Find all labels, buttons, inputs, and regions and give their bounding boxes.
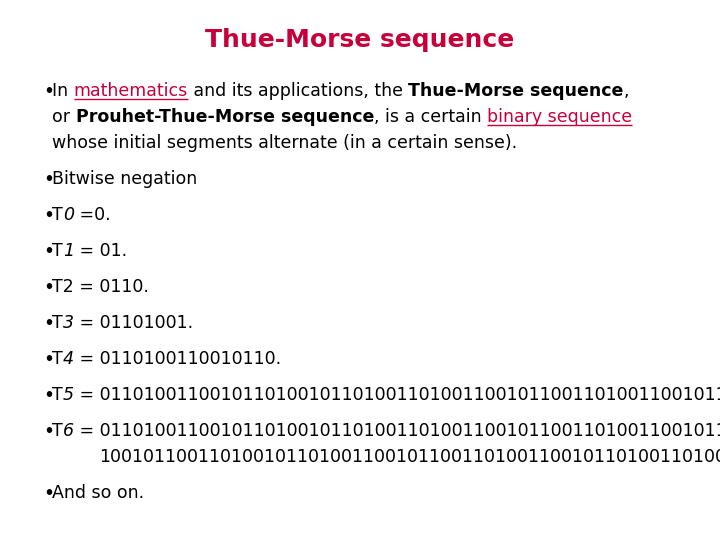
Text: And so on.: And so on. <box>52 484 144 502</box>
Text: •: • <box>43 484 54 503</box>
Text: whose initial segments alternate (in a certain sense).: whose initial segments alternate (in a c… <box>52 134 517 152</box>
Text: 4: 4 <box>63 350 73 368</box>
Text: •: • <box>43 242 54 261</box>
Text: , is a certain: , is a certain <box>374 108 487 126</box>
Text: Thue-Morse sequence: Thue-Morse sequence <box>408 82 624 100</box>
Text: = 0110100110010110.: = 0110100110010110. <box>73 350 281 368</box>
Text: Bitwise negation: Bitwise negation <box>52 170 197 188</box>
Text: = 01101001.: = 01101001. <box>73 314 193 332</box>
Text: or: or <box>52 108 76 126</box>
Text: = 0110100110010110100101101001101001100101100110100110010110: = 01101001100101101001011010011010011001… <box>73 422 720 440</box>
Text: mathematics: mathematics <box>73 82 188 100</box>
Text: = 01.: = 01. <box>73 242 127 260</box>
Text: •: • <box>43 422 54 441</box>
Text: 0: 0 <box>63 206 73 224</box>
Text: •: • <box>43 386 54 405</box>
Text: = 0110100110010110100101101001101001100101100110100110010110.: = 01101001100101101001011010011010011001… <box>73 386 720 404</box>
Text: T: T <box>52 314 63 332</box>
Text: Thue-Morse sequence: Thue-Morse sequence <box>205 28 515 52</box>
Text: 10010110011010010110100110010110011010011001011010011010011001011001101001100101: 1001011001101001011010011001011001101001… <box>99 448 720 466</box>
Text: T: T <box>52 422 63 440</box>
Text: •: • <box>43 206 54 225</box>
Text: •: • <box>43 314 54 333</box>
Text: T: T <box>52 350 63 368</box>
Text: 6: 6 <box>63 422 73 440</box>
Text: 3: 3 <box>63 314 73 332</box>
Text: binary sequence: binary sequence <box>487 108 632 126</box>
Text: •: • <box>43 350 54 369</box>
Text: •: • <box>43 82 54 101</box>
Text: •: • <box>43 278 54 297</box>
Text: =0.: =0. <box>73 206 110 224</box>
Text: 1: 1 <box>63 242 73 260</box>
Text: ,: , <box>624 82 629 100</box>
Text: T: T <box>52 386 63 404</box>
Text: Prouhet-Thue-Morse sequence: Prouhet-Thue-Morse sequence <box>76 108 374 126</box>
Text: and its applications, the: and its applications, the <box>188 82 408 100</box>
Text: T: T <box>52 242 63 260</box>
Text: •: • <box>43 170 54 189</box>
Text: 5: 5 <box>63 386 73 404</box>
Text: In: In <box>52 82 73 100</box>
Text: T: T <box>52 206 63 224</box>
Text: T2 = 0110.: T2 = 0110. <box>52 278 149 296</box>
